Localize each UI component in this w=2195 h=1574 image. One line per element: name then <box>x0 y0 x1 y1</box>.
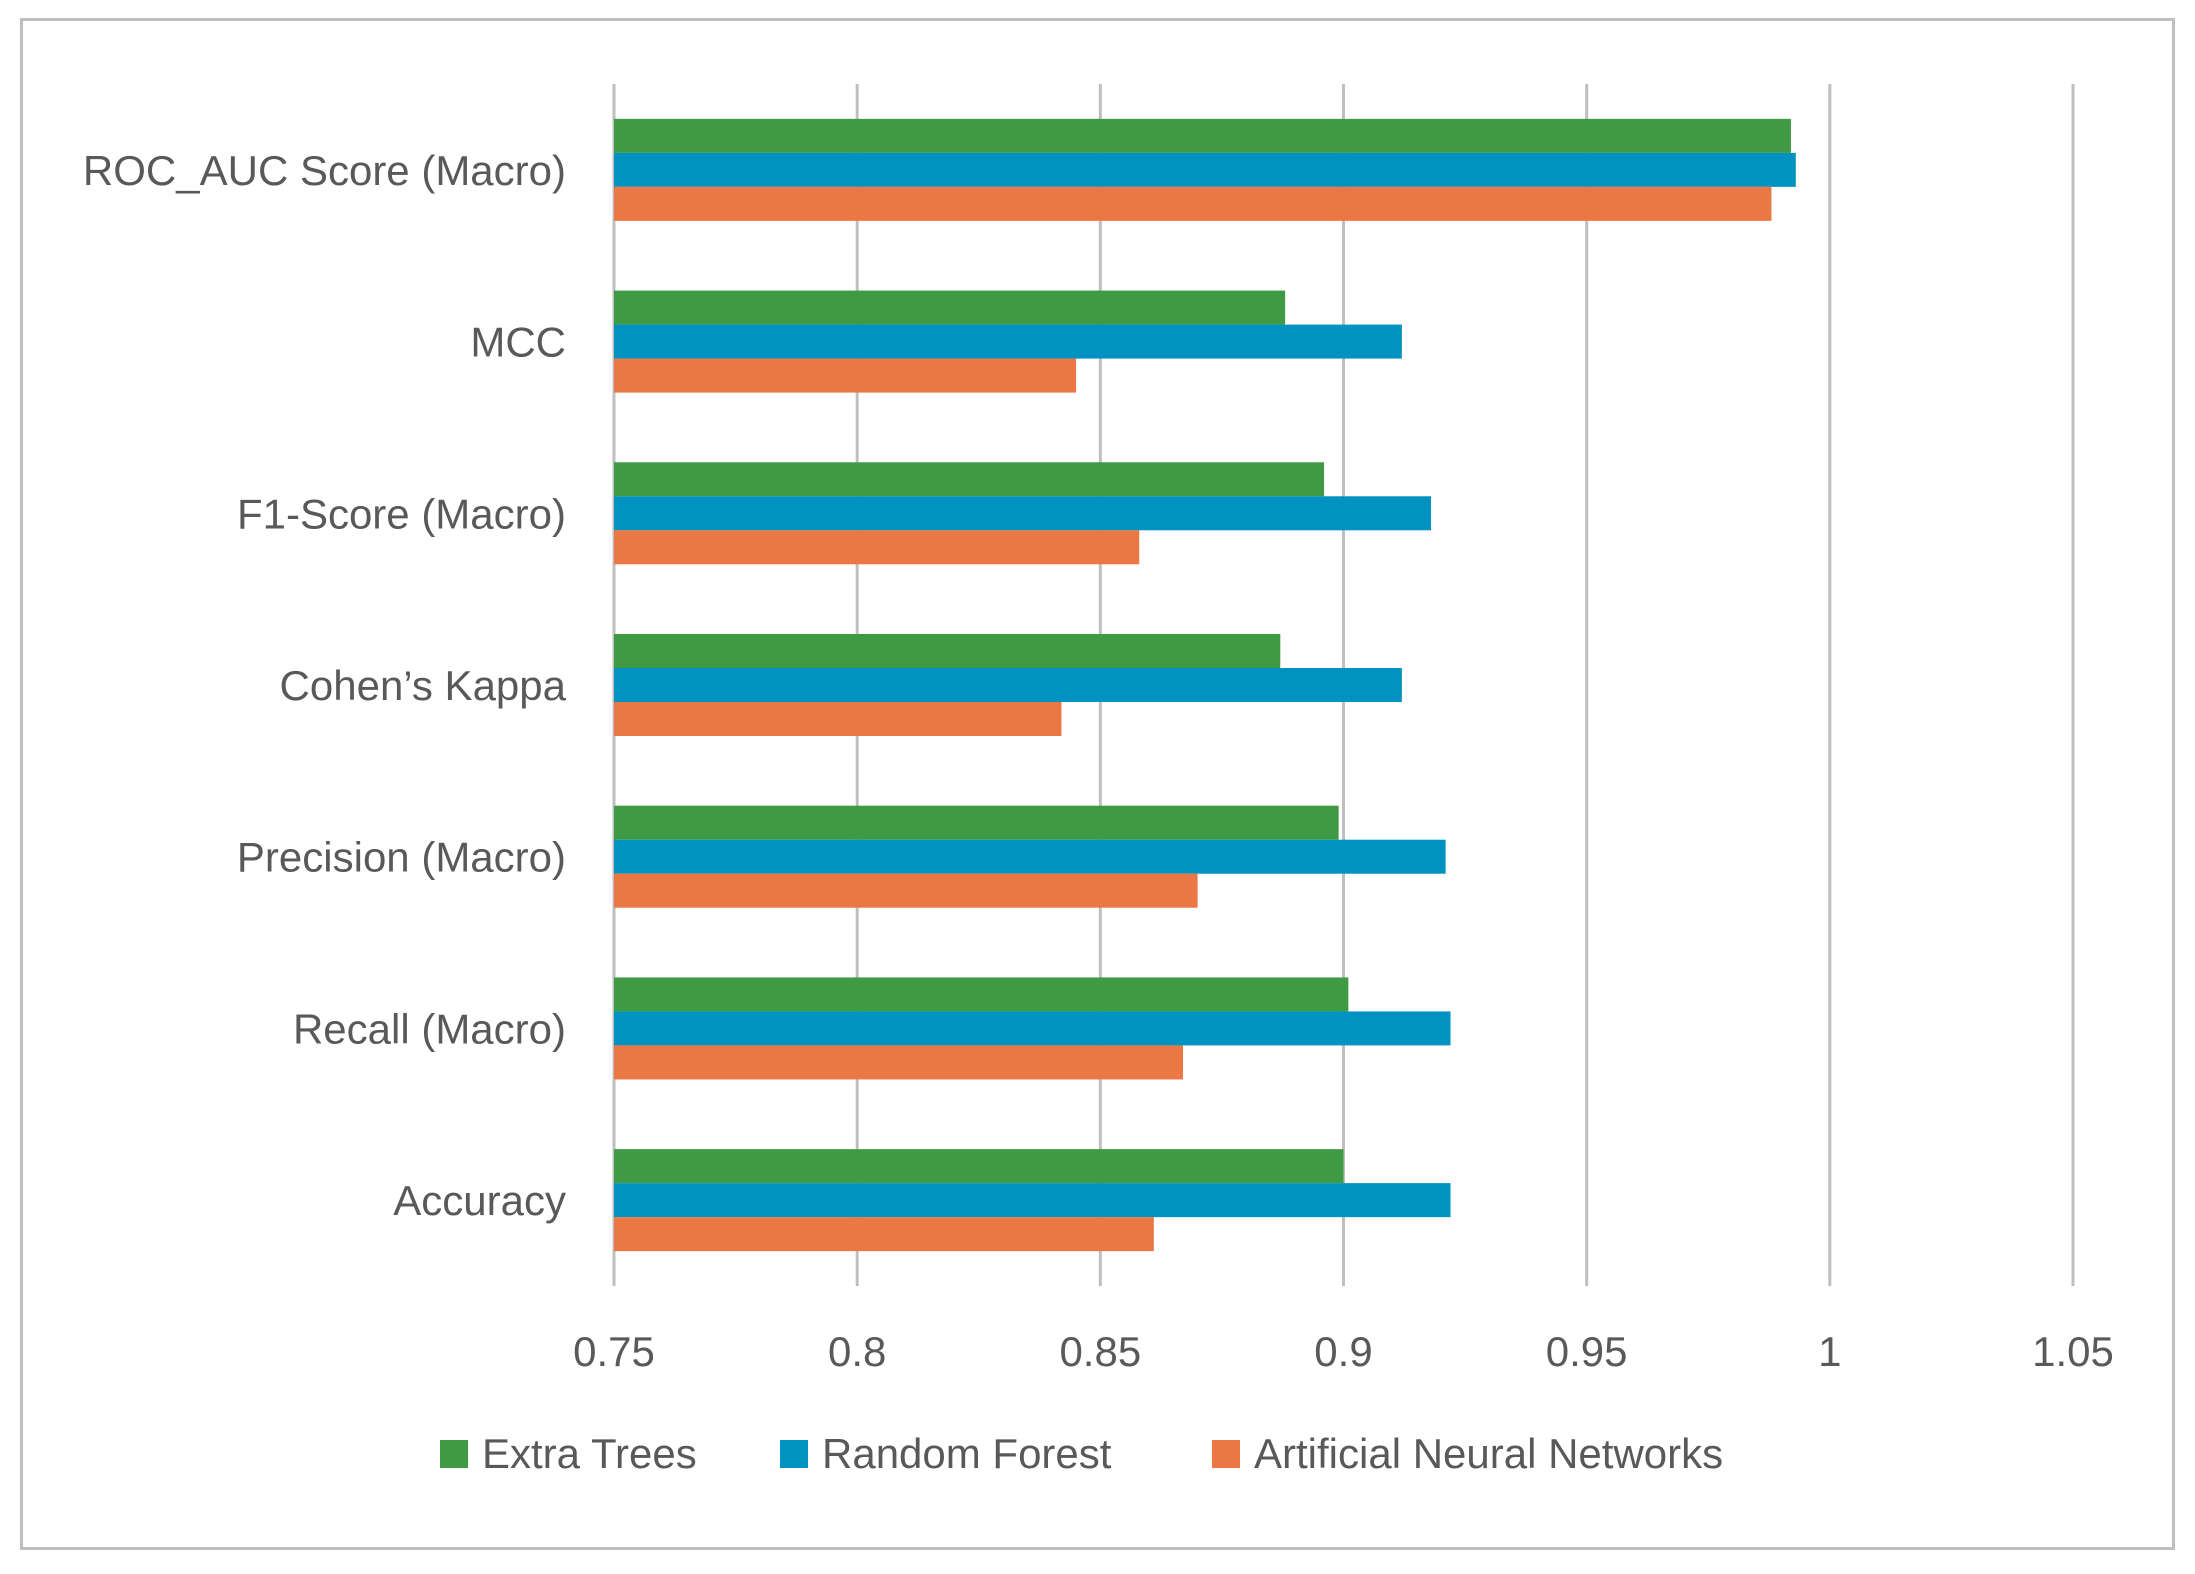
category-label-roc-auc-score-macro: ROC_AUC Score (Macro) <box>83 147 566 194</box>
legend-label-random-forest: Random Forest <box>822 1430 1112 1477</box>
x-tick-label: 0.85 <box>1059 1328 1141 1375</box>
x-tick-labels: 0.75 0.8 0.85 0.9 0.95 1 1.05 <box>573 1328 2114 1375</box>
bar-artificial-neural-networks-mcc <box>614 358 1077 393</box>
legend-swatch-extra-trees <box>440 1440 468 1468</box>
bar-extra-trees-cohen-s-kappa <box>614 634 1281 668</box>
bar-extra-trees-precision-macro <box>614 805 1339 840</box>
x-tick-label: 0.8 <box>828 1328 886 1375</box>
x-tick-label: 0.75 <box>573 1328 655 1375</box>
legend-label-artificial-neural-networks: Artificial Neural Networks <box>1254 1430 1723 1477</box>
bar-artificial-neural-networks-accuracy <box>614 1217 1154 1252</box>
bar-random-forest-f1-score-macro <box>614 496 1432 531</box>
category-label-mcc: MCC <box>470 319 566 366</box>
bar-extra-trees-mcc <box>614 290 1286 325</box>
category-label-f1-score-macro: F1-Score (Macro) <box>237 490 566 537</box>
bar-random-forest-accuracy <box>614 1183 1451 1218</box>
x-tick-label: 0.9 <box>1314 1328 1372 1375</box>
bar-artificial-neural-networks-f1-score-macro <box>614 530 1140 565</box>
bar-extra-trees-recall-macro <box>614 977 1349 1012</box>
category-labels: ROC_AUC Score (Macro) MCC F1-Score (Macro)… <box>83 147 567 1224</box>
category-label-recall-macro: Recall (Macro) <box>293 1005 566 1052</box>
bar-extra-trees-f1-score-macro <box>614 462 1325 497</box>
category-label-precision-macro: Precision (Macro) <box>237 834 566 881</box>
category-label-accuracy: Accuracy <box>393 1177 566 1224</box>
bar-artificial-neural-networks-cohen-s-kappa <box>614 702 1062 736</box>
bars <box>614 118 1796 1252</box>
x-tick-label: 1.05 <box>2032 1328 2114 1375</box>
x-tick-label: 1 <box>1818 1328 1841 1375</box>
bar-artificial-neural-networks-recall-macro <box>614 1045 1184 1080</box>
x-tick-label: 0.95 <box>1546 1328 1628 1375</box>
chart-frame <box>20 18 2175 1550</box>
bar-random-forest-roc-auc-score-macro <box>614 152 1796 187</box>
bar-random-forest-precision-macro <box>614 839 1446 874</box>
bar-extra-trees-accuracy <box>614 1149 1344 1184</box>
category-label-cohen-s-kappa: Cohen’s Kappa <box>280 662 567 709</box>
bar-artificial-neural-networks-precision-macro <box>614 873 1198 908</box>
bar-random-forest-recall-macro <box>614 1011 1451 1046</box>
legend-label-extra-trees: Extra Trees <box>482 1430 697 1477</box>
bar-extra-trees-roc-auc-score-macro <box>614 118 1791 153</box>
legend-swatch-artificial-neural-networks <box>1212 1440 1240 1468</box>
bar-artificial-neural-networks-roc-auc-score-macro <box>614 186 1772 221</box>
legend-swatch-random-forest <box>780 1440 808 1468</box>
bar-random-forest-mcc <box>614 324 1402 359</box>
legend: Extra Trees Random Forest Artificial Neura… <box>440 1430 1723 1477</box>
gridlines <box>612 84 2075 1286</box>
bar-random-forest-cohen-s-kappa <box>614 668 1402 702</box>
